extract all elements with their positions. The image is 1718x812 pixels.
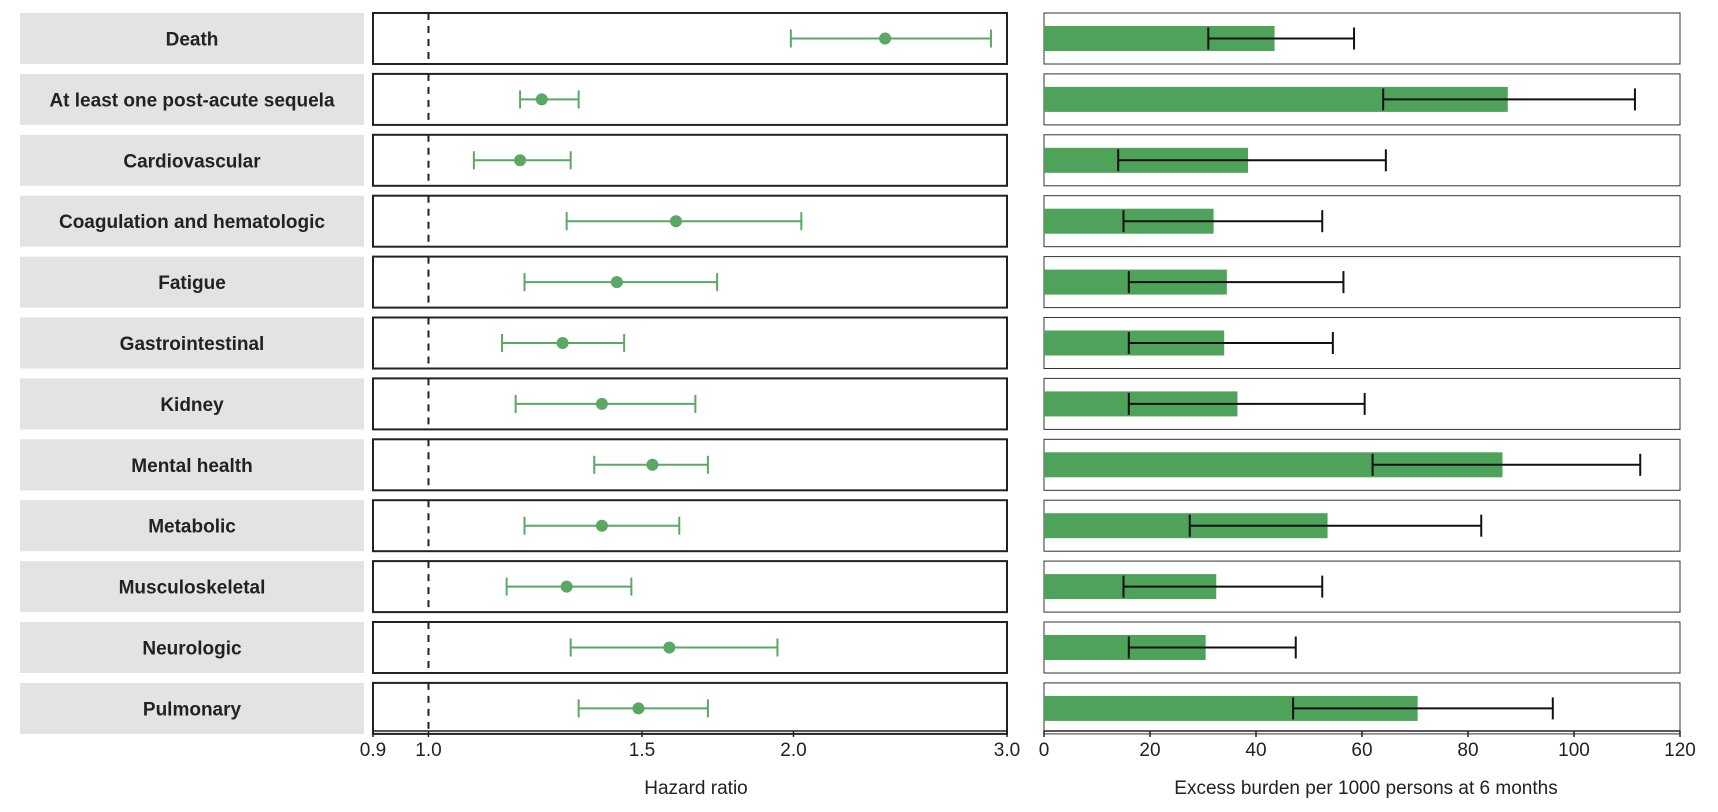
hazard-ratio-tick-label: 2.0 [780, 740, 806, 761]
row-label-background [20, 682, 364, 734]
row-label-background [20, 500, 364, 552]
excess-burden-tick-label: 40 [1245, 740, 1266, 761]
row-label: Death [166, 30, 219, 51]
hazard-ratio-panel-frame [372, 316, 1008, 370]
row-label-background [20, 622, 364, 673]
hazard-ratio-point [669, 215, 682, 228]
row-label: Mental health [131, 456, 252, 477]
hazard-ratio-panel-frame [372, 499, 1008, 553]
hazard-ratio-point [632, 702, 645, 715]
row-label: Kidney [160, 395, 224, 416]
hazard-ratio-axis-title: Hazard ratio [644, 778, 748, 799]
row-label-background [20, 317, 364, 369]
hazard-ratio-point [556, 337, 569, 349]
hazard-ratio-point [610, 276, 623, 289]
excess-burden-axis-title: Excess burden per 1000 persons at 6 mont… [1174, 778, 1557, 799]
row-label: Cardiovascular [123, 151, 261, 172]
hazard-ratio-point [663, 641, 676, 654]
row-label-background [20, 73, 364, 125]
excess-burden-tick-label: 120 [1664, 740, 1696, 761]
row-label: Musculoskeletal [119, 578, 266, 599]
row-label-background [20, 256, 364, 308]
hazard-ratio-point [595, 397, 608, 410]
excess-burden-tick-label: 100 [1558, 740, 1590, 761]
hazard-ratio-tick-label: 1.5 [629, 740, 655, 761]
row-label: Neurologic [142, 639, 242, 660]
excess-burden-tick-label: 60 [1351, 740, 1372, 761]
hazard-ratio-panel-frame [372, 621, 1008, 674]
row-label-background [20, 439, 364, 491]
row-label: Pulmonary [143, 699, 242, 720]
hazard-ratio-point [879, 32, 892, 45]
hazard-ratio-point [595, 519, 608, 532]
hazard-ratio-panel: 0.9 1.0 1.5 2.0 3.0 [360, 12, 1020, 761]
row-label-background [20, 561, 364, 613]
row-label-background [20, 134, 364, 186]
hazard-ratio-point [535, 93, 548, 106]
hazard-ratio-tick-label: 1.0 [415, 740, 441, 761]
hazard-ratio-tick-label: 0.9 [360, 740, 386, 761]
row-label: Fatigue [158, 273, 226, 294]
hazard-ratio-point [560, 580, 573, 593]
excess-burden-tick-label: 20 [1139, 740, 1160, 761]
hazard-ratio-panel-frame [372, 560, 1008, 614]
row-label-background [20, 195, 364, 247]
row-label-background [20, 378, 364, 430]
excess-burden-tick-label: 80 [1457, 740, 1478, 761]
row-label: Coagulation and hematologic [59, 212, 325, 233]
row-label: Gastrointestinal [120, 334, 265, 355]
row-label: At least one post-acute sequela [49, 90, 335, 111]
row-labels: Death At least one post-acute sequela Card… [20, 13, 364, 734]
hazard-ratio-panel-frame [372, 133, 1008, 187]
hazard-ratio-point [514, 154, 527, 167]
hazard-ratio-panel-frame [372, 72, 1008, 126]
excess-burden-panel: 0 20 40 60 80 100 120 [1039, 12, 1696, 761]
hazard-ratio-point [646, 458, 659, 471]
row-label-background [20, 13, 364, 64]
hazard-ratio-panel-frame [372, 377, 1008, 431]
hazard-ratio-tick-label: 3.0 [994, 740, 1020, 761]
excess-burden-tick-label: 0 [1039, 740, 1050, 761]
row-label: Metabolic [148, 517, 236, 538]
